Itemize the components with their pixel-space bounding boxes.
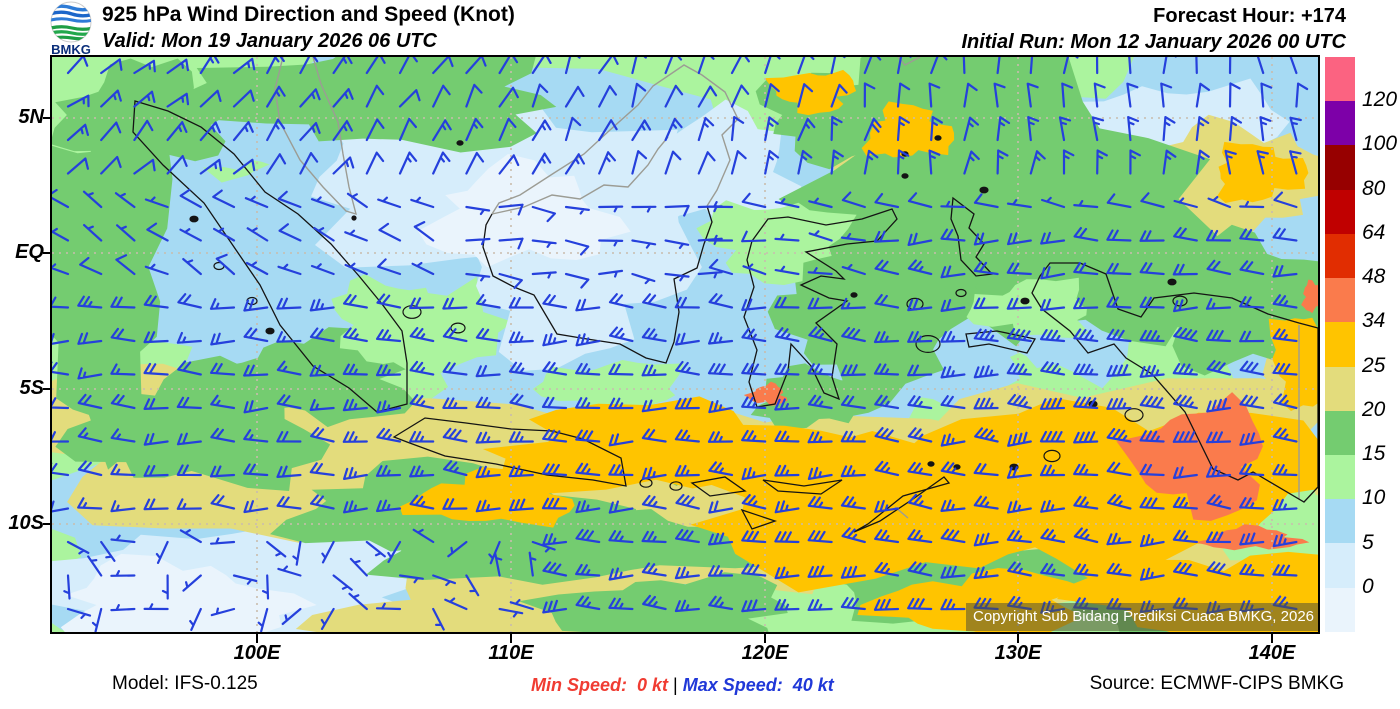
y-axis-tick (43, 388, 51, 390)
source-label: Source: ECMWF-CIPS BMKG (1089, 673, 1344, 694)
forecast-hour: Forecast Hour: +174 (1153, 5, 1346, 27)
legend-tick-label: 15 (1362, 442, 1386, 466)
gridlines (52, 57, 1318, 632)
legend-band (1325, 233, 1355, 279)
x-axis-label: 140E (1248, 642, 1296, 664)
foreign-coastlines (274, 57, 1300, 519)
x-axis-tick (764, 634, 766, 643)
legend-band (1325, 57, 1355, 102)
wind-map-svg (52, 57, 1318, 632)
x-axis-tick (1017, 634, 1019, 643)
legend-band (1325, 145, 1355, 190)
y-axis-label: 5S (19, 377, 44, 399)
legend-band (1325, 278, 1355, 323)
page-title: 925 hPa Wind Direction and Speed (Knot) (102, 3, 515, 26)
legend-band (1325, 189, 1355, 234)
legend-band (1325, 543, 1355, 588)
speed-field (52, 57, 1318, 632)
legend-tick-label: 80 (1362, 176, 1386, 200)
legend-tick-label: 48 (1362, 265, 1386, 289)
coastlines (132, 100, 1318, 533)
legend-tick-label: 10 (1362, 486, 1386, 510)
y-axis-tick (43, 523, 51, 525)
wind-barbs (52, 57, 1309, 632)
map-frame: Copyright Sub Bidang Prediksi Cuaca BMKG… (50, 55, 1320, 634)
valid-time: Valid: Mon 19 January 2026 06 UTC (102, 30, 437, 52)
legend-band (1325, 587, 1355, 632)
legend-tick-label: 34 (1362, 309, 1386, 333)
x-axis-label: 100E (233, 642, 281, 664)
min-speed-label: Min Speed: 0 kt (531, 675, 674, 695)
x-axis-label: 120E (741, 642, 789, 664)
minmax-speed: Min Speed: 0 kt | Max Speed: 40 kt (531, 675, 834, 696)
legend-tick-label: 5 (1362, 530, 1374, 554)
y-axis-tick (43, 117, 51, 119)
model-label: Model: IFS-0.125 (112, 673, 258, 694)
initial-run: Initial Run: Mon 12 January 2026 00 UTC (961, 31, 1346, 53)
legend-band (1325, 366, 1355, 411)
legend-tick-label: 20 (1362, 397, 1386, 421)
legend-tick-label: 25 (1362, 353, 1386, 377)
x-axis-tick (510, 634, 512, 643)
x-axis-tick (256, 634, 258, 643)
y-axis-label: 10S (8, 512, 44, 534)
x-axis-label: 130E (994, 642, 1042, 664)
y-axis-label: 5N (18, 106, 44, 128)
bmkg-logo: BMKG (50, 1, 92, 57)
minmax-separator: | (673, 675, 683, 695)
wind-speed-legend (1325, 57, 1355, 632)
legend-tick-label: 64 (1362, 220, 1386, 244)
legend-band (1325, 101, 1355, 146)
logo-text: BMKG (51, 42, 91, 57)
copyright-overlay: Copyright Sub Bidang Prediksi Cuaca BMKG… (966, 603, 1318, 631)
legend-tick-label: 0 (1362, 574, 1374, 598)
y-axis-label: EQ (15, 241, 44, 263)
x-axis-label: 110E (488, 642, 534, 664)
legend-band (1325, 499, 1355, 544)
legend-tick-label: 100 (1362, 132, 1398, 156)
x-axis-tick (1271, 634, 1273, 643)
legend-band (1325, 454, 1355, 500)
legend-tick-label: 120 (1362, 88, 1398, 112)
legend-band (1325, 410, 1355, 455)
legend-band (1325, 322, 1355, 367)
y-axis-tick (43, 252, 51, 254)
max-speed-label: Max Speed: 40 kt (682, 675, 834, 695)
